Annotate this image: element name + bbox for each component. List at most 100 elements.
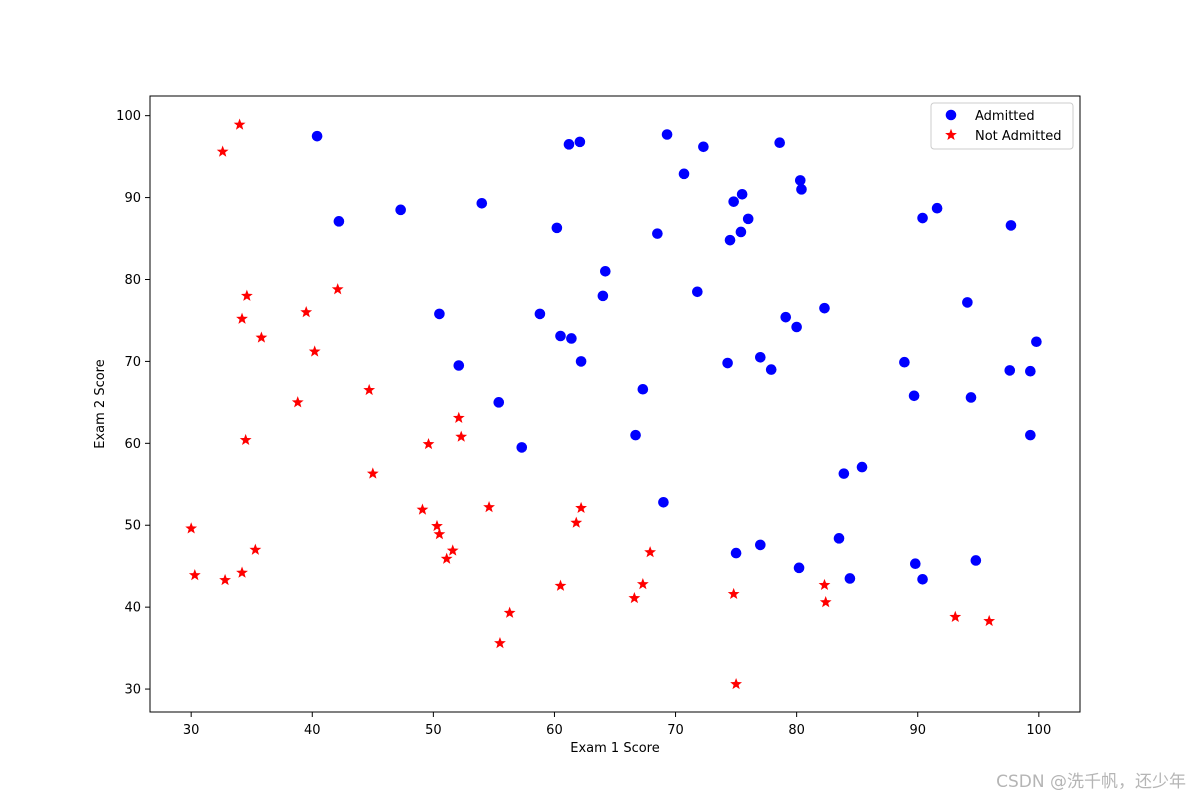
not-admitted-point: [219, 573, 231, 586]
not-admitted-point: [239, 433, 252, 446]
admitted-point: [962, 297, 973, 308]
not-admitted-point: [494, 636, 506, 649]
admitted-point: [434, 308, 445, 320]
not-admitted-point: [233, 118, 246, 130]
admitted-point: [453, 360, 465, 371]
admitted-point: [311, 130, 323, 142]
not-admitted-point: [503, 606, 516, 618]
admitted-point: [476, 198, 488, 209]
admitted-point: [652, 228, 663, 239]
not-admitted-point: [255, 331, 268, 343]
not-admitted-point: [636, 578, 649, 590]
admitted-point: [1005, 220, 1017, 231]
admitted-point: [735, 226, 747, 238]
admitted-point: [780, 311, 792, 323]
admitted-point: [774, 137, 785, 148]
admitted-point: [965, 392, 977, 403]
admitted-point: [917, 212, 928, 224]
admitted-point: [793, 562, 805, 574]
not-admitted-point: [331, 283, 344, 295]
not-admitted-point: [983, 614, 996, 627]
admitted-point: [516, 442, 528, 453]
not-admitted-point: [216, 145, 229, 157]
admitted-point: [722, 357, 733, 369]
admitted-point: [1004, 365, 1016, 376]
not-admitted-point: [570, 516, 583, 528]
not-admitted-point: [363, 383, 376, 396]
admitted-point: [630, 429, 641, 441]
legend-marker-admitted: [945, 109, 957, 121]
legend-label-not-admitted: Not Admitted: [975, 129, 1062, 144]
not-admitted-point: [236, 312, 248, 324]
admitted-point: [534, 308, 546, 320]
admitted-point: [555, 330, 566, 342]
admitted-point: [658, 496, 669, 508]
series-admitted: [311, 129, 1042, 585]
admitted-point: [856, 461, 868, 473]
not-admitted-point: [949, 610, 962, 622]
series-not-admitted: [185, 118, 996, 690]
y-axis-label: Exam 2 Score: [93, 359, 108, 448]
x-tick-label: 100: [1026, 723, 1051, 738]
admitted-point: [970, 555, 982, 566]
not-admitted-point: [236, 566, 248, 578]
not-admitted-point: [240, 289, 253, 301]
admitted-point: [755, 352, 766, 363]
y-tick-label: 60: [124, 437, 141, 452]
x-axis-ticks: 30 40 50 60 70 80 90 100: [183, 712, 1051, 738]
admitted-point: [566, 333, 577, 344]
admitted-point: [736, 188, 748, 200]
x-tick-label: 50: [425, 723, 442, 738]
admitted-point: [493, 397, 505, 408]
not-admitted-point: [431, 519, 443, 532]
legend-label-admitted: Admitted: [975, 109, 1035, 124]
not-admitted-point: [819, 596, 832, 608]
admitted-point: [333, 216, 345, 227]
admitted-point: [728, 196, 739, 207]
not-admitted-point: [308, 345, 321, 357]
y-tick-label: 80: [124, 273, 141, 288]
admitted-point: [844, 573, 856, 584]
legend-circle-marker: [945, 109, 957, 121]
admitted-point: [637, 383, 649, 395]
admitted-point: [730, 547, 742, 559]
not-admitted-point: [291, 396, 304, 408]
admitted-point: [395, 204, 406, 216]
not-admitted-point: [188, 569, 201, 581]
admitted-point: [910, 558, 921, 570]
watermark-text: CSDN @洗千帆，还少年: [996, 772, 1186, 792]
admitted-point: [899, 356, 910, 368]
admitted-point: [698, 141, 709, 153]
not-admitted-point: [416, 503, 429, 515]
not-admitted-point: [554, 579, 567, 591]
not-admitted-point: [452, 411, 465, 423]
legend: Admitted Not Admitted: [930, 102, 1074, 150]
admitted-point: [755, 539, 766, 551]
not-admitted-point: [575, 501, 587, 514]
not-admitted-point: [440, 552, 453, 564]
x-tick-label: 40: [304, 723, 321, 738]
x-tick-label: 60: [546, 723, 563, 738]
admitted-point: [692, 286, 703, 298]
admitted-point: [600, 265, 611, 277]
not-admitted-point: [455, 430, 468, 442]
admitted-point: [838, 468, 850, 479]
not-admitted-point: [433, 528, 446, 540]
admitted-point: [742, 213, 754, 225]
not-admitted-point: [366, 467, 379, 479]
admitted-point: [819, 302, 830, 314]
admitted-point: [931, 202, 943, 214]
plot-frame: [149, 95, 1081, 713]
legend-marker-not-admitted: [945, 128, 957, 141]
admitted-point: [563, 139, 575, 150]
y-tick-label: 30: [124, 683, 141, 698]
admitted-point: [917, 573, 928, 585]
not-admitted-point: [446, 544, 459, 556]
admitted-point: [833, 533, 845, 544]
y-tick-label: 100: [116, 109, 141, 124]
y-axis-ticks: 30 40 50 60 70 80 90 100: [116, 109, 150, 698]
admitted-point: [678, 168, 690, 180]
admitted-point: [796, 184, 807, 195]
not-admitted-point: [422, 437, 435, 450]
